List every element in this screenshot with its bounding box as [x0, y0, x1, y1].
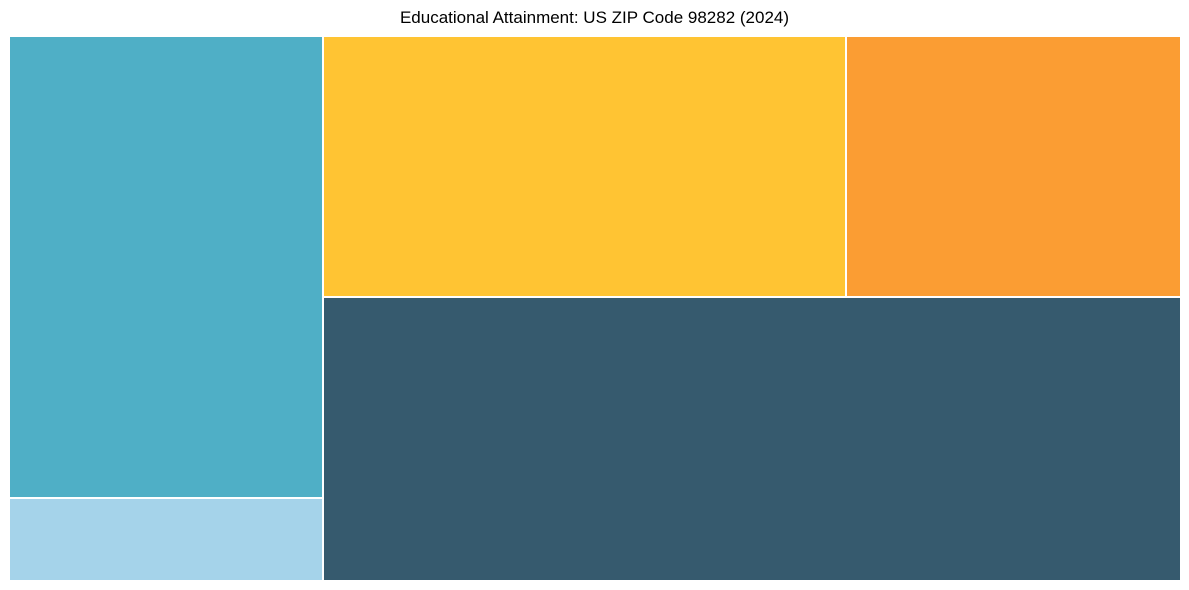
treemap-segment-lightblue	[10, 499, 322, 580]
treemap-segment-teal	[10, 37, 322, 497]
treemap-segment-orange	[847, 37, 1180, 296]
chart-title: Educational Attainment: US ZIP Code 9828…	[399, 8, 790, 27]
treemap-segment-yellow	[324, 37, 845, 296]
treemap-segment-darkslate	[324, 298, 1180, 580]
